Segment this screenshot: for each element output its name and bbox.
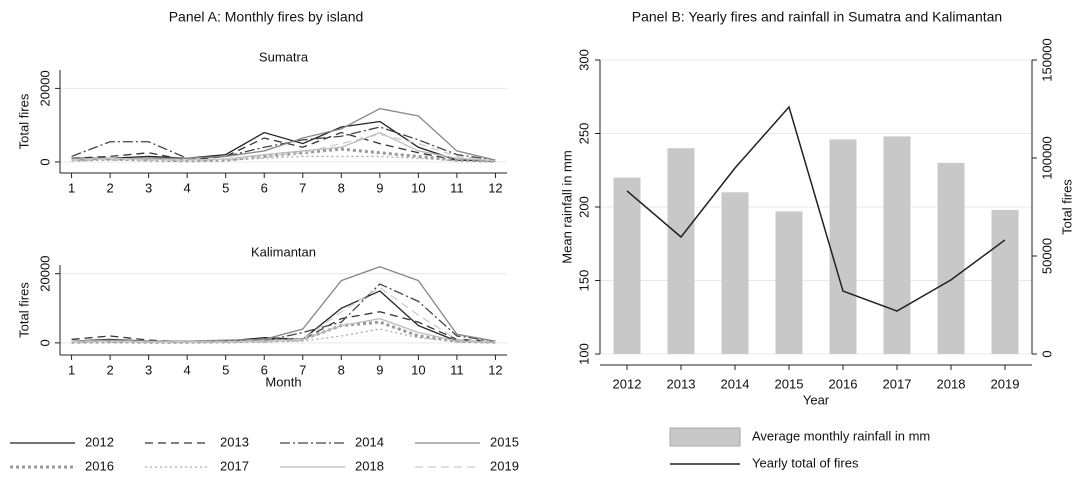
y2-tick-label: 150000 bbox=[1039, 38, 1054, 81]
x-tick-label: 2012 bbox=[613, 376, 642, 391]
bar bbox=[721, 192, 749, 354]
x-tick-label: 2013 bbox=[667, 376, 696, 391]
y-tick-label: 250 bbox=[576, 123, 591, 145]
bar bbox=[829, 139, 857, 354]
x-axis-label: Year bbox=[803, 392, 830, 407]
subplot-title: Sumatra bbox=[259, 49, 309, 64]
legend-swatch bbox=[669, 427, 741, 447]
x-tick-label: 2 bbox=[106, 362, 113, 377]
x-tick-label: 7 bbox=[299, 362, 306, 377]
x-tick-label: 2018 bbox=[937, 376, 966, 391]
legend-label: 2012 bbox=[85, 434, 114, 449]
legend-label: 2016 bbox=[85, 458, 114, 473]
x-tick-label: 2017 bbox=[883, 376, 912, 391]
legend-label: 2013 bbox=[220, 434, 249, 449]
y-tick-label: 200 bbox=[576, 196, 591, 218]
bar bbox=[613, 177, 641, 354]
legend-label: 2014 bbox=[355, 434, 384, 449]
x-tick-label: 2016 bbox=[829, 376, 858, 391]
x-tick-label: 10 bbox=[411, 362, 425, 377]
y2-tick-label: 50000 bbox=[1039, 238, 1054, 274]
x-tick-label: 2014 bbox=[721, 376, 750, 391]
x-tick-label: 3 bbox=[145, 180, 152, 195]
y2-tick-label: 0 bbox=[1039, 350, 1054, 357]
y2-axis-label: Total fires bbox=[1059, 179, 1074, 235]
series-line bbox=[71, 266, 496, 342]
x-axis-label: Month bbox=[265, 374, 301, 389]
x-tick-label: 12 bbox=[488, 180, 502, 195]
x-tick-label: 9 bbox=[376, 180, 383, 195]
x-tick-label: 2015 bbox=[775, 376, 804, 391]
x-tick-label: 5 bbox=[222, 180, 229, 195]
x-tick-label: 1 bbox=[68, 362, 75, 377]
series-line bbox=[71, 126, 496, 161]
series-line bbox=[71, 131, 496, 162]
legend-label: 2019 bbox=[490, 458, 519, 473]
series-line bbox=[71, 131, 496, 162]
y-axis-label: Total fires bbox=[16, 93, 31, 149]
series-line bbox=[71, 133, 496, 162]
legend-label: 2015 bbox=[490, 434, 519, 449]
x-tick-label: 8 bbox=[338, 362, 345, 377]
x-tick-label: 6 bbox=[261, 180, 268, 195]
x-tick-label: 12 bbox=[488, 362, 502, 377]
y-tick-label: 300 bbox=[576, 49, 591, 71]
series-line bbox=[71, 120, 496, 162]
y-tick-label: 150 bbox=[576, 270, 591, 292]
y-tick-label: 0 bbox=[37, 158, 52, 165]
bar bbox=[775, 211, 803, 354]
legend-label: Yearly total of fires bbox=[752, 455, 859, 470]
x-tick-label: 1 bbox=[68, 180, 75, 195]
bar bbox=[937, 162, 965, 354]
series-line bbox=[71, 286, 496, 343]
x-tick-label: 11 bbox=[450, 180, 464, 195]
x-tick-label: 6 bbox=[261, 362, 268, 377]
x-tick-label: 4 bbox=[184, 362, 191, 377]
bar bbox=[667, 148, 695, 354]
y2-tick-label: 100000 bbox=[1039, 136, 1054, 179]
series-line bbox=[71, 320, 496, 344]
subplot-title: Kalimantan bbox=[251, 244, 316, 259]
y-tick-label: 20000 bbox=[37, 70, 52, 106]
legend-label: 2017 bbox=[220, 458, 249, 473]
series-line bbox=[626, 105, 1006, 312]
x-tick-label: 2019 bbox=[991, 376, 1020, 391]
y-tick-label: 20000 bbox=[37, 256, 52, 292]
bar bbox=[883, 136, 911, 354]
series-line bbox=[71, 283, 496, 343]
panel-b-title: Panel B: Yearly fires and rainfall in Su… bbox=[632, 9, 1002, 25]
legend-label: 2018 bbox=[355, 458, 384, 473]
y-tick-label: 100 bbox=[576, 343, 591, 365]
x-tick-label: 4 bbox=[184, 180, 191, 195]
x-tick-label: 3 bbox=[145, 362, 152, 377]
x-tick-label: 5 bbox=[222, 362, 229, 377]
y-axis-label: Total fires bbox=[16, 282, 31, 338]
bar bbox=[991, 209, 1019, 354]
x-tick-label: 7 bbox=[299, 180, 306, 195]
x-tick-label: 11 bbox=[450, 362, 464, 377]
x-tick-label: 2 bbox=[106, 180, 113, 195]
legend-label: Average monthly rainfall in mm bbox=[752, 428, 930, 443]
x-tick-label: 9 bbox=[376, 362, 383, 377]
y-axis-label: Mean rainfall in mm bbox=[559, 150, 574, 263]
panel-a-title: Panel A: Monthly fires by island bbox=[169, 9, 364, 25]
y-tick-label: 0 bbox=[37, 339, 52, 346]
x-tick-label: 10 bbox=[411, 180, 425, 195]
x-tick-label: 8 bbox=[338, 180, 345, 195]
